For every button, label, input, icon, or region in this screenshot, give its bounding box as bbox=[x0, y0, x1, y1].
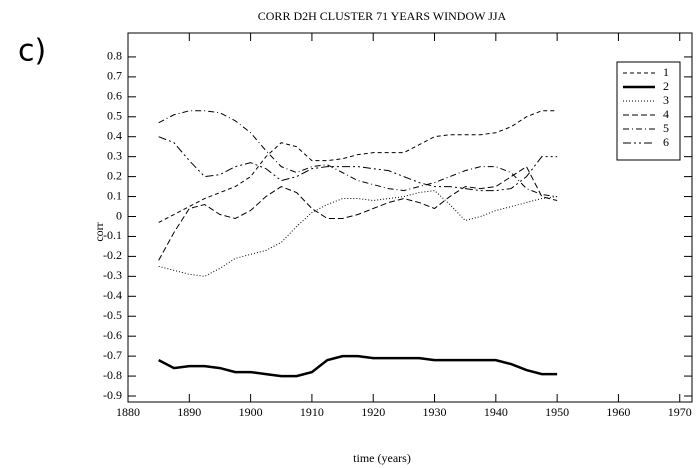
legend-label: 1 bbox=[663, 65, 669, 79]
legend-label: 2 bbox=[663, 79, 669, 93]
y-tick-label: 0.2 bbox=[107, 168, 122, 182]
x-tick-label: 1970 bbox=[668, 405, 692, 419]
x-tick-label: 1910 bbox=[300, 405, 324, 419]
y-tick-label: -0.4 bbox=[103, 288, 122, 302]
series-line bbox=[158, 165, 558, 261]
x-tick-label: 1940 bbox=[484, 405, 508, 419]
legend-label: 5 bbox=[663, 121, 669, 135]
legend-label: 6 bbox=[663, 135, 669, 149]
series-line bbox=[158, 110, 558, 223]
y-tick-label: -0.6 bbox=[103, 328, 122, 342]
y-tick-label: 0.3 bbox=[107, 148, 122, 162]
y-tick-label: 0.5 bbox=[107, 109, 122, 123]
series-line bbox=[158, 110, 558, 198]
x-tick-label: 1920 bbox=[361, 405, 385, 419]
legend-box bbox=[616, 61, 681, 161]
y-tick-label: -0.9 bbox=[103, 388, 122, 402]
y-tick-label: 0.4 bbox=[107, 128, 122, 142]
y-tick-label: -0.3 bbox=[103, 268, 122, 282]
legend-label: 3 bbox=[663, 93, 669, 107]
y-tick-label: 0.7 bbox=[107, 69, 122, 83]
series-line bbox=[158, 354, 558, 378]
y-tick-label: -0.8 bbox=[103, 368, 122, 382]
y-tick-label: 0.6 bbox=[107, 89, 122, 103]
y-tick-label: 0.8 bbox=[107, 49, 122, 63]
y-tick-label: 0 bbox=[116, 208, 122, 222]
x-tick-label: 1880 bbox=[116, 405, 140, 419]
y-tick-label: 0.1 bbox=[107, 188, 122, 202]
x-tick-label: 1960 bbox=[606, 405, 630, 419]
legend-label: 4 bbox=[663, 107, 669, 121]
y-axis-label: corr bbox=[92, 222, 106, 241]
series-line bbox=[158, 136, 558, 192]
y-tick-label: -0.1 bbox=[103, 228, 122, 242]
y-tick-label: -0.5 bbox=[103, 308, 122, 322]
chart-title: CORR D2H CLUSTER 71 YEARS WINDOW JJA bbox=[258, 9, 507, 23]
x-tick-label: 1900 bbox=[239, 405, 263, 419]
x-tick-label: 1950 bbox=[545, 405, 569, 419]
y-tick-label: -0.2 bbox=[103, 248, 122, 262]
series-line bbox=[158, 190, 558, 277]
x-tick-label: 1930 bbox=[423, 405, 447, 419]
y-tick-label: -0.7 bbox=[103, 348, 122, 362]
x-tick-label: 1890 bbox=[177, 405, 201, 419]
panel-label: c) bbox=[18, 34, 46, 69]
plot-frame bbox=[127, 32, 693, 403]
x-axis-label: time (years) bbox=[353, 451, 411, 465]
